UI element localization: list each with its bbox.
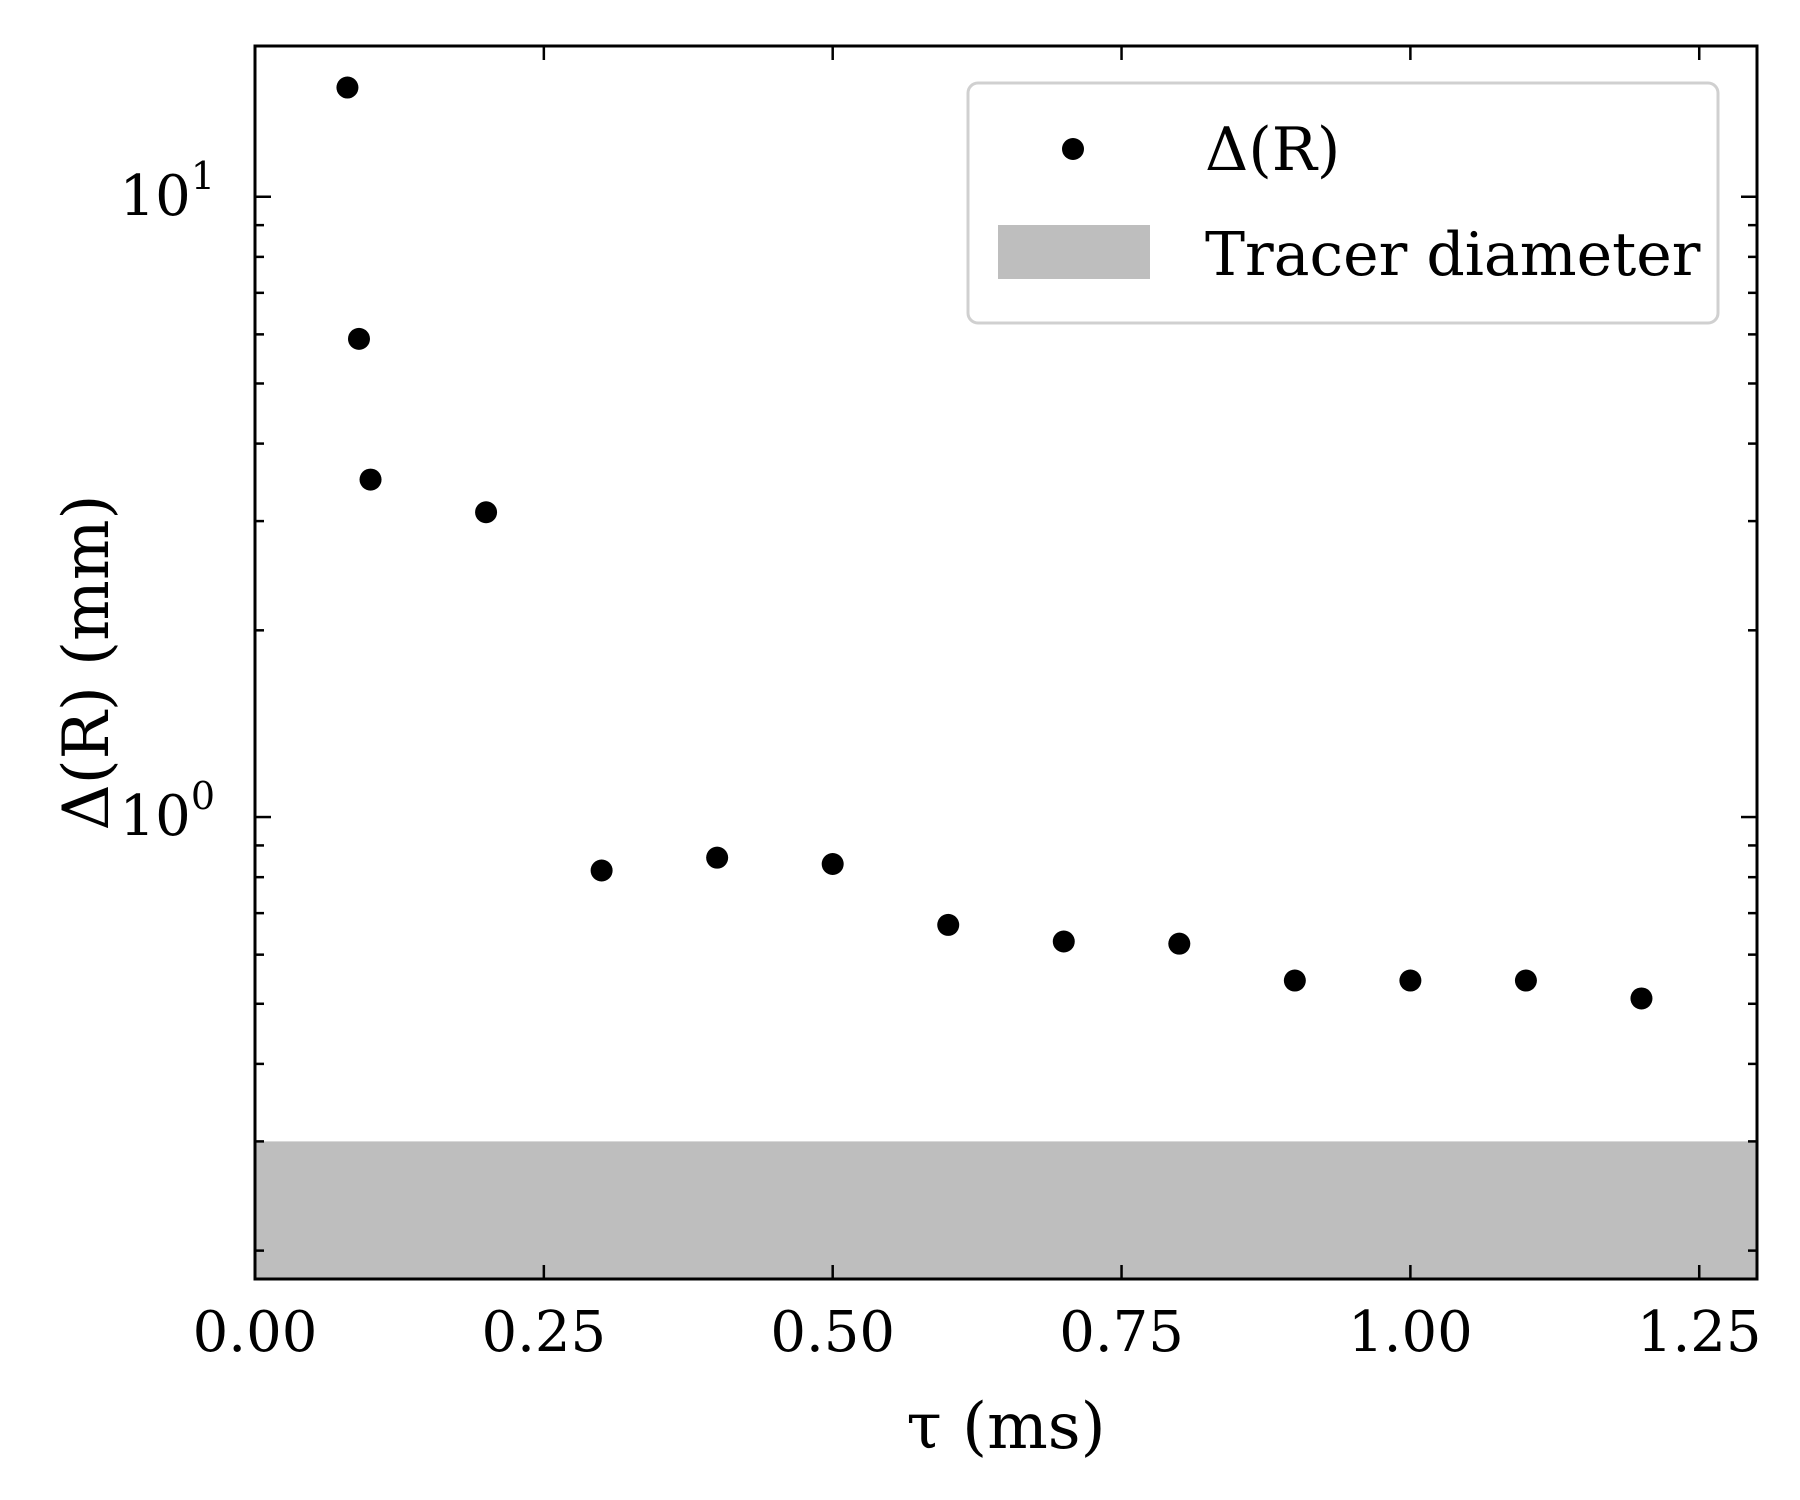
data-point: [336, 76, 359, 99]
x-tick-label: 0.25: [482, 1300, 607, 1365]
x-tick-label: 0.75: [1059, 1300, 1184, 1365]
x-axis-label: τ (ms): [906, 1390, 1105, 1464]
data-point: [1168, 932, 1191, 955]
legend-box: [966, 81, 1720, 325]
x-tick-label: 1.25: [1637, 1300, 1762, 1365]
data-point: [1283, 969, 1306, 992]
x-tick-label: 0.00: [193, 1300, 318, 1365]
legend-label-points: Δ(R): [1205, 115, 1340, 185]
tick-labels: 0.00 0.25 0.50 0.75 1.00 1.25 100 101: [120, 154, 1762, 1365]
y-axis-label: Δ(R) (mm): [50, 495, 124, 831]
legend-swatch-band: [998, 225, 1150, 279]
tracer-diameter-band: [255, 1141, 1757, 1279]
data-point: [475, 501, 498, 524]
data-point: [590, 859, 613, 882]
data-point: [359, 468, 382, 491]
data-point: [1514, 969, 1537, 992]
plot-frame: [253, 44, 1759, 1281]
data-point: [706, 846, 729, 869]
data-point: [821, 853, 844, 876]
legend-marker-points: [1062, 138, 1084, 160]
data-point: [347, 327, 370, 350]
data-point: [1630, 987, 1653, 1010]
y-tick-label: 100: [120, 774, 215, 849]
data-point: [1399, 969, 1422, 992]
y-tick-label: 101: [120, 154, 215, 229]
data-point: [937, 913, 960, 936]
data-points: [336, 76, 1653, 1010]
axis-ticks: [253, 46, 1757, 1279]
legend: Δ(R) Tracer diameter: [966, 81, 1720, 325]
x-tick-label: 1.00: [1348, 1300, 1473, 1365]
x-tick-label: 0.50: [770, 1300, 895, 1365]
tracer-band-layer: [255, 1141, 1757, 1279]
legend-label-band: Tracer diameter: [1205, 220, 1701, 290]
data-point: [1052, 930, 1075, 953]
